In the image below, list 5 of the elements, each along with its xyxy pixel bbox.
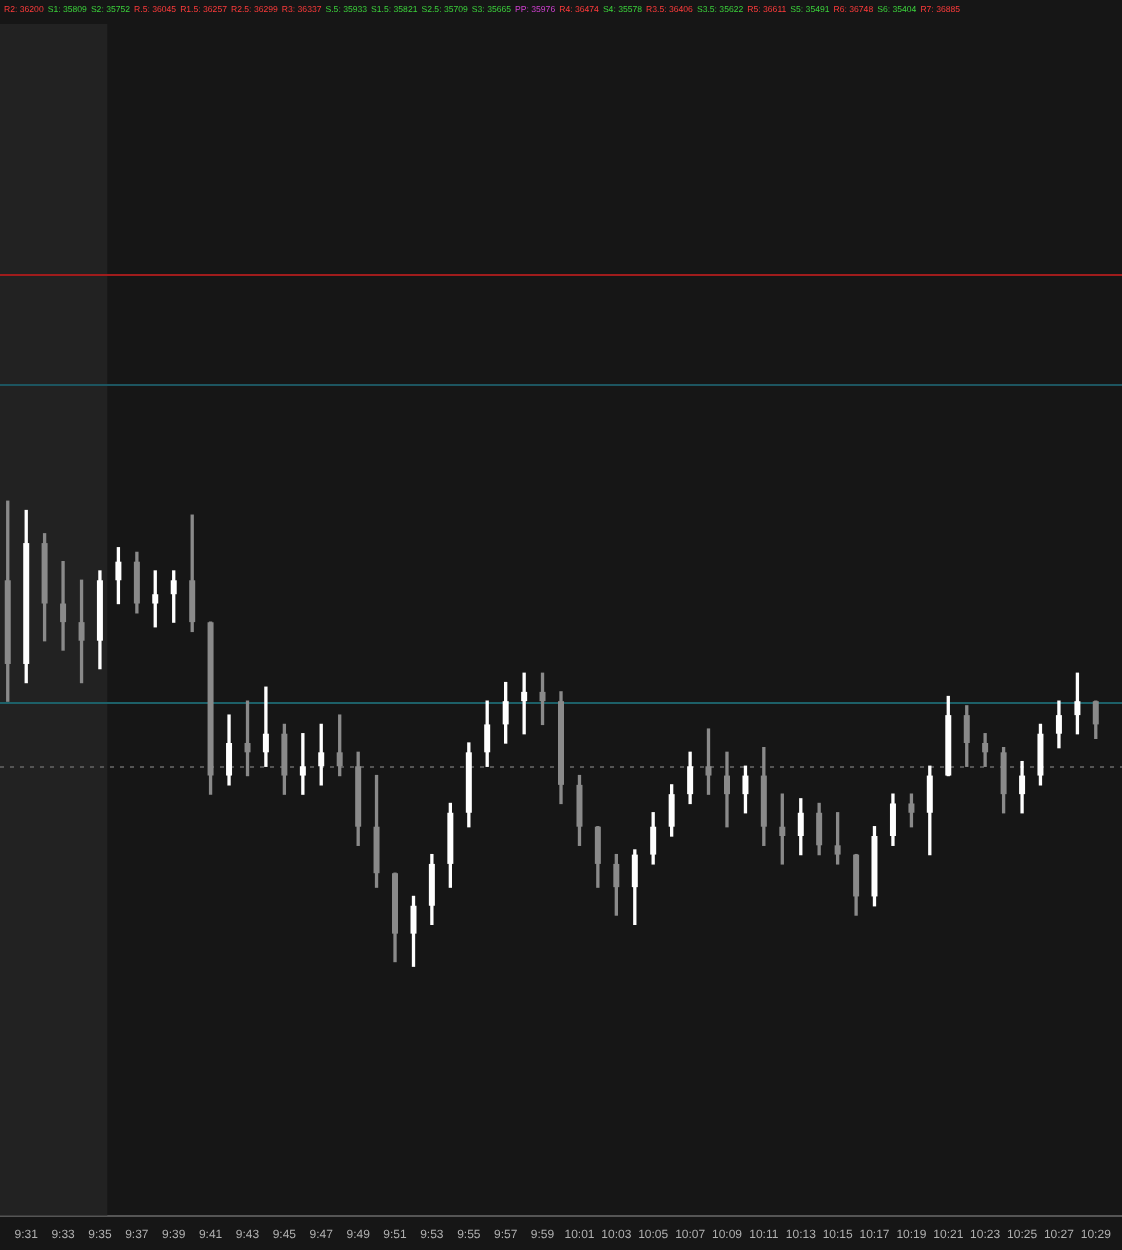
candlestick <box>262 686 269 767</box>
candlestick <box>521 672 528 735</box>
candlestick <box>723 751 730 828</box>
candlestick <box>299 733 306 795</box>
candlestick <box>60 561 67 651</box>
